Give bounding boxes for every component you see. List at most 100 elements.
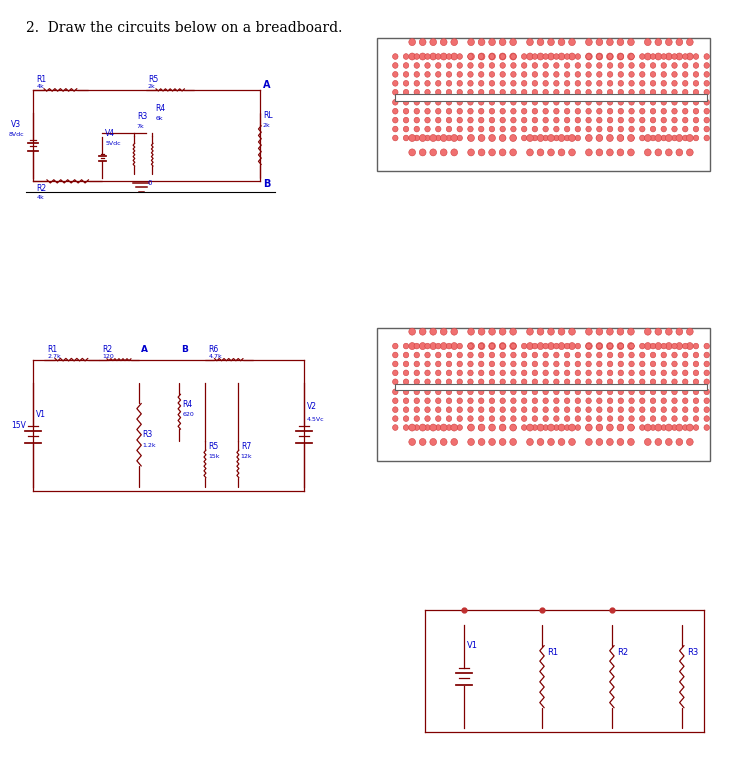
Circle shape [403, 407, 408, 412]
Circle shape [414, 361, 419, 367]
Circle shape [468, 424, 474, 431]
Circle shape [548, 343, 554, 350]
Circle shape [704, 81, 709, 86]
Circle shape [548, 328, 554, 335]
Circle shape [500, 424, 505, 431]
Circle shape [447, 99, 452, 105]
Circle shape [608, 407, 613, 412]
Circle shape [511, 352, 516, 358]
Circle shape [682, 352, 688, 358]
Circle shape [644, 438, 651, 446]
Circle shape [447, 89, 452, 95]
Circle shape [457, 81, 463, 86]
Text: R5: R5 [208, 442, 218, 451]
Circle shape [704, 398, 709, 404]
Circle shape [479, 361, 484, 367]
Circle shape [650, 343, 656, 349]
Circle shape [704, 99, 709, 105]
Circle shape [548, 424, 554, 431]
Circle shape [617, 328, 624, 335]
Circle shape [617, 149, 624, 156]
Circle shape [650, 416, 656, 421]
Circle shape [479, 53, 484, 59]
Circle shape [564, 416, 569, 421]
Circle shape [672, 343, 677, 349]
Circle shape [499, 149, 506, 156]
Circle shape [676, 134, 683, 142]
Circle shape [451, 149, 458, 156]
Circle shape [425, 108, 430, 114]
Circle shape [617, 343, 624, 350]
Circle shape [526, 39, 534, 46]
Circle shape [704, 72, 709, 77]
Circle shape [596, 328, 602, 335]
Circle shape [629, 62, 635, 69]
Circle shape [532, 424, 537, 431]
Circle shape [414, 343, 419, 349]
Text: 12k: 12k [241, 454, 253, 459]
Circle shape [650, 108, 656, 114]
Circle shape [479, 407, 484, 412]
Circle shape [521, 352, 527, 358]
Circle shape [608, 72, 613, 77]
Circle shape [521, 62, 527, 69]
Circle shape [468, 149, 474, 156]
Circle shape [693, 81, 699, 86]
Circle shape [414, 53, 419, 59]
Text: R2: R2 [102, 345, 113, 354]
Circle shape [693, 424, 699, 431]
Circle shape [457, 424, 463, 431]
Circle shape [521, 135, 527, 141]
Circle shape [499, 39, 506, 46]
Circle shape [532, 99, 537, 105]
Circle shape [457, 379, 463, 385]
Circle shape [489, 99, 495, 105]
Circle shape [608, 126, 613, 132]
Circle shape [436, 389, 441, 395]
Circle shape [489, 343, 496, 350]
Circle shape [419, 53, 426, 60]
Circle shape [676, 53, 683, 60]
Circle shape [640, 398, 645, 404]
Circle shape [676, 149, 683, 156]
Circle shape [655, 149, 662, 156]
Circle shape [403, 370, 408, 376]
Circle shape [489, 126, 495, 132]
Circle shape [521, 361, 527, 367]
Circle shape [392, 370, 398, 376]
Circle shape [521, 370, 527, 376]
Circle shape [478, 424, 485, 431]
Circle shape [408, 53, 416, 60]
Circle shape [586, 53, 591, 59]
Circle shape [618, 53, 624, 59]
Circle shape [489, 53, 496, 60]
Circle shape [586, 328, 592, 335]
Circle shape [500, 389, 505, 395]
Circle shape [403, 117, 408, 123]
Circle shape [468, 108, 473, 114]
Circle shape [608, 89, 613, 95]
Circle shape [569, 438, 575, 446]
Circle shape [682, 53, 688, 59]
Circle shape [564, 99, 569, 105]
Circle shape [447, 343, 452, 349]
Circle shape [425, 424, 430, 431]
Circle shape [672, 117, 677, 123]
Circle shape [543, 62, 548, 69]
Circle shape [575, 379, 580, 385]
Circle shape [655, 39, 662, 46]
Circle shape [597, 72, 602, 77]
Circle shape [644, 134, 651, 142]
Circle shape [441, 438, 447, 446]
Circle shape [447, 352, 452, 358]
Circle shape [543, 108, 548, 114]
Text: 620: 620 [182, 411, 194, 417]
Circle shape [392, 53, 398, 59]
Circle shape [672, 407, 677, 412]
Circle shape [693, 99, 699, 105]
Circle shape [499, 343, 506, 350]
Circle shape [597, 416, 602, 421]
Circle shape [509, 53, 517, 60]
Circle shape [468, 407, 473, 412]
Circle shape [640, 72, 645, 77]
